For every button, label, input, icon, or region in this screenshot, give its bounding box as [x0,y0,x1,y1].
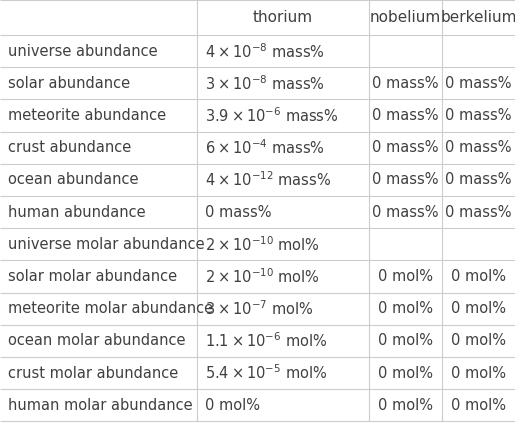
Text: 0 mass%: 0 mass% [445,140,512,155]
Text: meteorite abundance: meteorite abundance [8,108,166,123]
Text: 0 mass%: 0 mass% [372,140,439,155]
Text: 0 mol%: 0 mol% [451,269,506,284]
Text: 0 mass%: 0 mass% [372,76,439,91]
Text: 0 mass%: 0 mass% [445,205,512,220]
Text: $3 \times 10^{-7}$ mol%: $3 \times 10^{-7}$ mol% [205,299,314,318]
Text: 0 mol%: 0 mol% [378,398,433,413]
Text: 0 mass%: 0 mass% [445,172,512,187]
Text: ocean abundance: ocean abundance [8,172,139,187]
Text: $2 \times 10^{-10}$ mol%: $2 \times 10^{-10}$ mol% [205,235,320,254]
Text: solar molar abundance: solar molar abundance [8,269,177,284]
Text: nobelium: nobelium [370,10,441,25]
Text: 0 mol%: 0 mol% [451,398,506,413]
Text: crust molar abundance: crust molar abundance [8,365,178,381]
Text: 0 mol%: 0 mol% [378,301,433,316]
Text: $4 \times 10^{-8}$ mass%: $4 \times 10^{-8}$ mass% [205,42,324,61]
Text: 0 mol%: 0 mol% [378,365,433,381]
Text: human abundance: human abundance [8,205,146,220]
Text: 0 mol%: 0 mol% [451,365,506,381]
Text: universe molar abundance: universe molar abundance [8,237,204,252]
Text: $4 \times 10^{-12}$ mass%: $4 \times 10^{-12}$ mass% [205,171,331,189]
Text: human molar abundance: human molar abundance [8,398,193,413]
Text: 0 mol%: 0 mol% [205,398,260,413]
Text: 0 mass%: 0 mass% [372,108,439,123]
Text: 0 mol%: 0 mol% [378,333,433,348]
Text: 0 mol%: 0 mol% [451,301,506,316]
Text: crust abundance: crust abundance [8,140,131,155]
Text: 0 mol%: 0 mol% [378,269,433,284]
Text: $2 \times 10^{-10}$ mol%: $2 \times 10^{-10}$ mol% [205,267,320,286]
Text: $1.1 \times 10^{-6}$ mol%: $1.1 \times 10^{-6}$ mol% [205,331,328,350]
Text: meteorite molar abundance: meteorite molar abundance [8,301,213,316]
Text: $3 \times 10^{-8}$ mass%: $3 \times 10^{-8}$ mass% [205,74,324,93]
Text: $5.4 \times 10^{-5}$ mol%: $5.4 \times 10^{-5}$ mol% [205,364,328,382]
Text: thorium: thorium [253,10,313,25]
Text: 0 mass%: 0 mass% [372,172,439,187]
Text: $3.9 \times 10^{-6}$ mass%: $3.9 \times 10^{-6}$ mass% [205,106,339,125]
Text: $6 \times 10^{-4}$ mass%: $6 \times 10^{-4}$ mass% [205,138,324,157]
Text: 0 mass%: 0 mass% [445,108,512,123]
Text: ocean molar abundance: ocean molar abundance [8,333,185,348]
Text: 0 mol%: 0 mol% [451,333,506,348]
Text: solar abundance: solar abundance [8,76,130,91]
Text: 0 mass%: 0 mass% [205,205,271,220]
Text: 0 mass%: 0 mass% [372,205,439,220]
Text: universe abundance: universe abundance [8,44,158,58]
Text: berkelium: berkelium [440,10,515,25]
Text: 0 mass%: 0 mass% [445,76,512,91]
